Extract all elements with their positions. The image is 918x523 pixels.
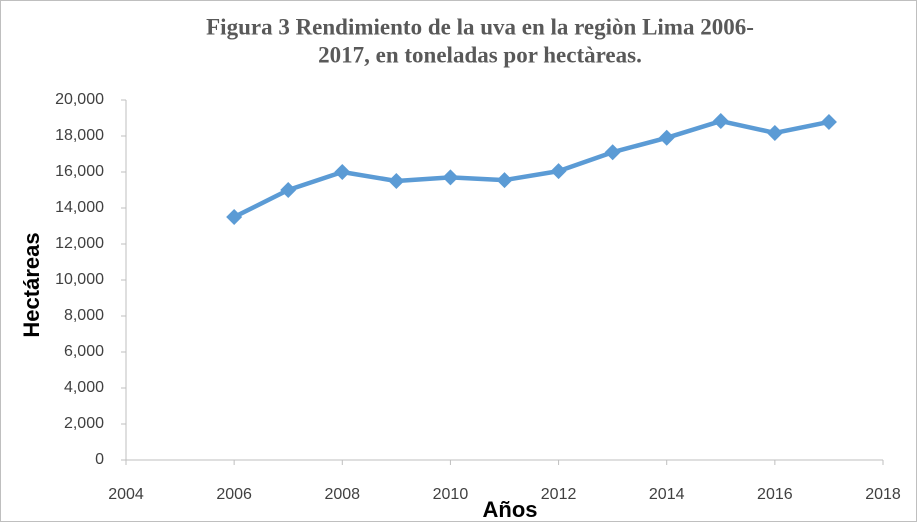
y-tick-label: 18,000: [55, 127, 104, 144]
y-tick-label: 8,000: [64, 307, 104, 324]
y-tick-label: 6,000: [64, 343, 104, 360]
point-marker: [820, 113, 837, 130]
y-tick-label: 0: [95, 451, 104, 468]
x-tick-label: 2016: [757, 486, 793, 503]
x-axis-title: Años: [483, 497, 538, 522]
chart-title: Figura 3 Rendimiento de la uva en la reg…: [206, 14, 754, 39]
point-marker: [226, 209, 243, 225]
chart-title: 2017, en toneladas por hectàreas.: [318, 42, 642, 67]
point-marker: [442, 169, 459, 186]
point-marker: [280, 182, 297, 198]
point-marker: [496, 172, 513, 189]
series-line: [233, 118, 830, 220]
y-tick-label: 20,000: [55, 91, 104, 108]
x-tick-label: 2014: [649, 486, 685, 503]
x-tick-label: 2012: [541, 486, 577, 503]
x-tick-label: 2008: [324, 486, 360, 503]
point-marker: [604, 144, 621, 161]
x-tick-label: 2010: [433, 486, 469, 503]
x-tick-label: 2004: [108, 486, 144, 503]
y-tick-label: 2,000: [64, 415, 104, 432]
point-marker: [712, 113, 729, 130]
point-marker: [766, 124, 783, 141]
y-tick-label: 16,000: [55, 163, 104, 180]
x-tick-label: 2018: [865, 486, 901, 503]
y-axis-title: Hectáreas: [19, 232, 44, 337]
point-marker: [550, 163, 567, 180]
point-marker: [658, 129, 675, 146]
x-tick-label: 2006: [216, 486, 252, 503]
y-tick-label: 10,000: [55, 271, 104, 288]
point-marker: [388, 173, 405, 189]
point-marker: [334, 164, 351, 180]
y-tick-label: 12,000: [55, 235, 104, 252]
y-tick-label: 14,000: [55, 199, 104, 216]
y-tick-label: 4,000: [64, 379, 104, 396]
